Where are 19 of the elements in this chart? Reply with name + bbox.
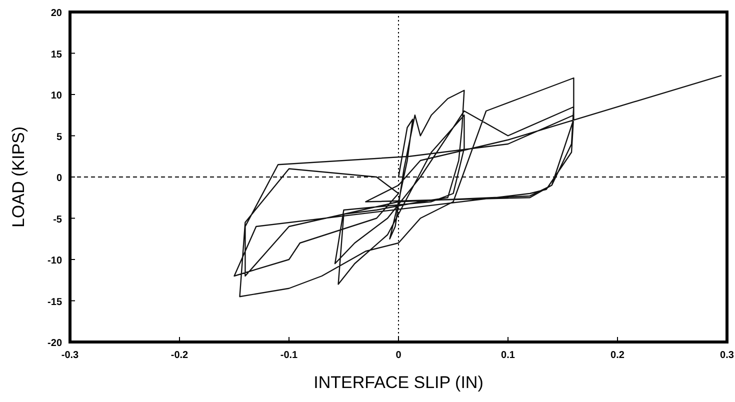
y-tick-label: 0 (56, 173, 62, 184)
line-series (234, 74, 722, 298)
y-tick-label: -5 (53, 214, 62, 226)
y-tick-label: -20 (48, 338, 62, 349)
y-tick-label: 5 (56, 132, 62, 143)
x-tick-label: 0 (396, 350, 402, 361)
y-tick-label: 15 (50, 49, 62, 60)
y-tick-label: 20 (50, 8, 62, 19)
y-tick-label: -15 (48, 296, 62, 308)
x-tick-label: 0.2 (610, 350, 625, 361)
x-axis-title: INTERFACE SLIP (IN) (314, 373, 484, 392)
x-tick-label: -0.1 (280, 350, 298, 361)
y-tick-label: -10 (48, 256, 62, 266)
y-tick-label: 10 (50, 90, 62, 102)
x-tick-label: -0.2 (170, 350, 189, 361)
x-tick-label: 0.3 (720, 350, 734, 361)
x-tick-label: -0.3 (61, 350, 80, 361)
x-tick-label: 0.1 (501, 350, 516, 361)
y-axis-title: LOAD (KIPS) (9, 126, 28, 228)
